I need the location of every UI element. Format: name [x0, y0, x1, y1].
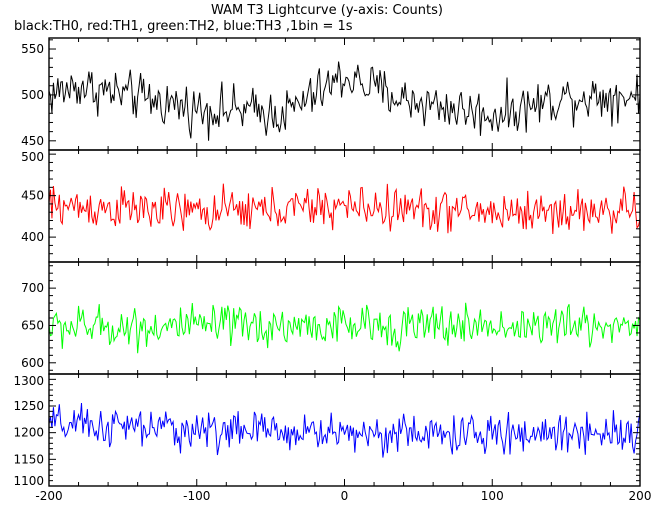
- series-th2-line: [49, 302, 640, 354]
- y-tick-label: 1200: [13, 426, 44, 440]
- y-tick-label: 1250: [13, 399, 44, 413]
- y-tick-label: 1100: [13, 474, 44, 488]
- y-tick-label: 450: [21, 134, 44, 148]
- series-th3-line: [49, 402, 640, 458]
- y-tick-label: 500: [21, 150, 44, 164]
- y-tick-label: 650: [21, 318, 44, 332]
- x-tick-label: -100: [183, 489, 210, 503]
- series-th0-line: [49, 61, 640, 141]
- panel-frame-th3: [48, 373, 641, 487]
- y-tick-label: 1300: [13, 374, 44, 388]
- y-tick-label: 700: [21, 281, 44, 295]
- series-th1-line: [49, 183, 640, 235]
- x-tick-label: 100: [481, 489, 504, 503]
- x-tick-label: 0: [341, 489, 349, 503]
- x-tick-label: -200: [35, 489, 62, 503]
- y-tick-label: 1150: [13, 452, 44, 466]
- y-tick-label: 450: [21, 189, 44, 203]
- chart-subtitle: black:TH0, red:TH1, green:TH2, blue:TH3 …: [14, 19, 353, 34]
- y-tick-label: 550: [21, 42, 44, 56]
- y-tick-label: 400: [21, 230, 44, 244]
- x-tick-label: 200: [629, 489, 652, 503]
- y-tick-label: 600: [21, 356, 44, 370]
- y-tick-label: 500: [21, 88, 44, 102]
- chart-title: WAM T3 Lightcurve (y-axis: Counts): [211, 3, 443, 18]
